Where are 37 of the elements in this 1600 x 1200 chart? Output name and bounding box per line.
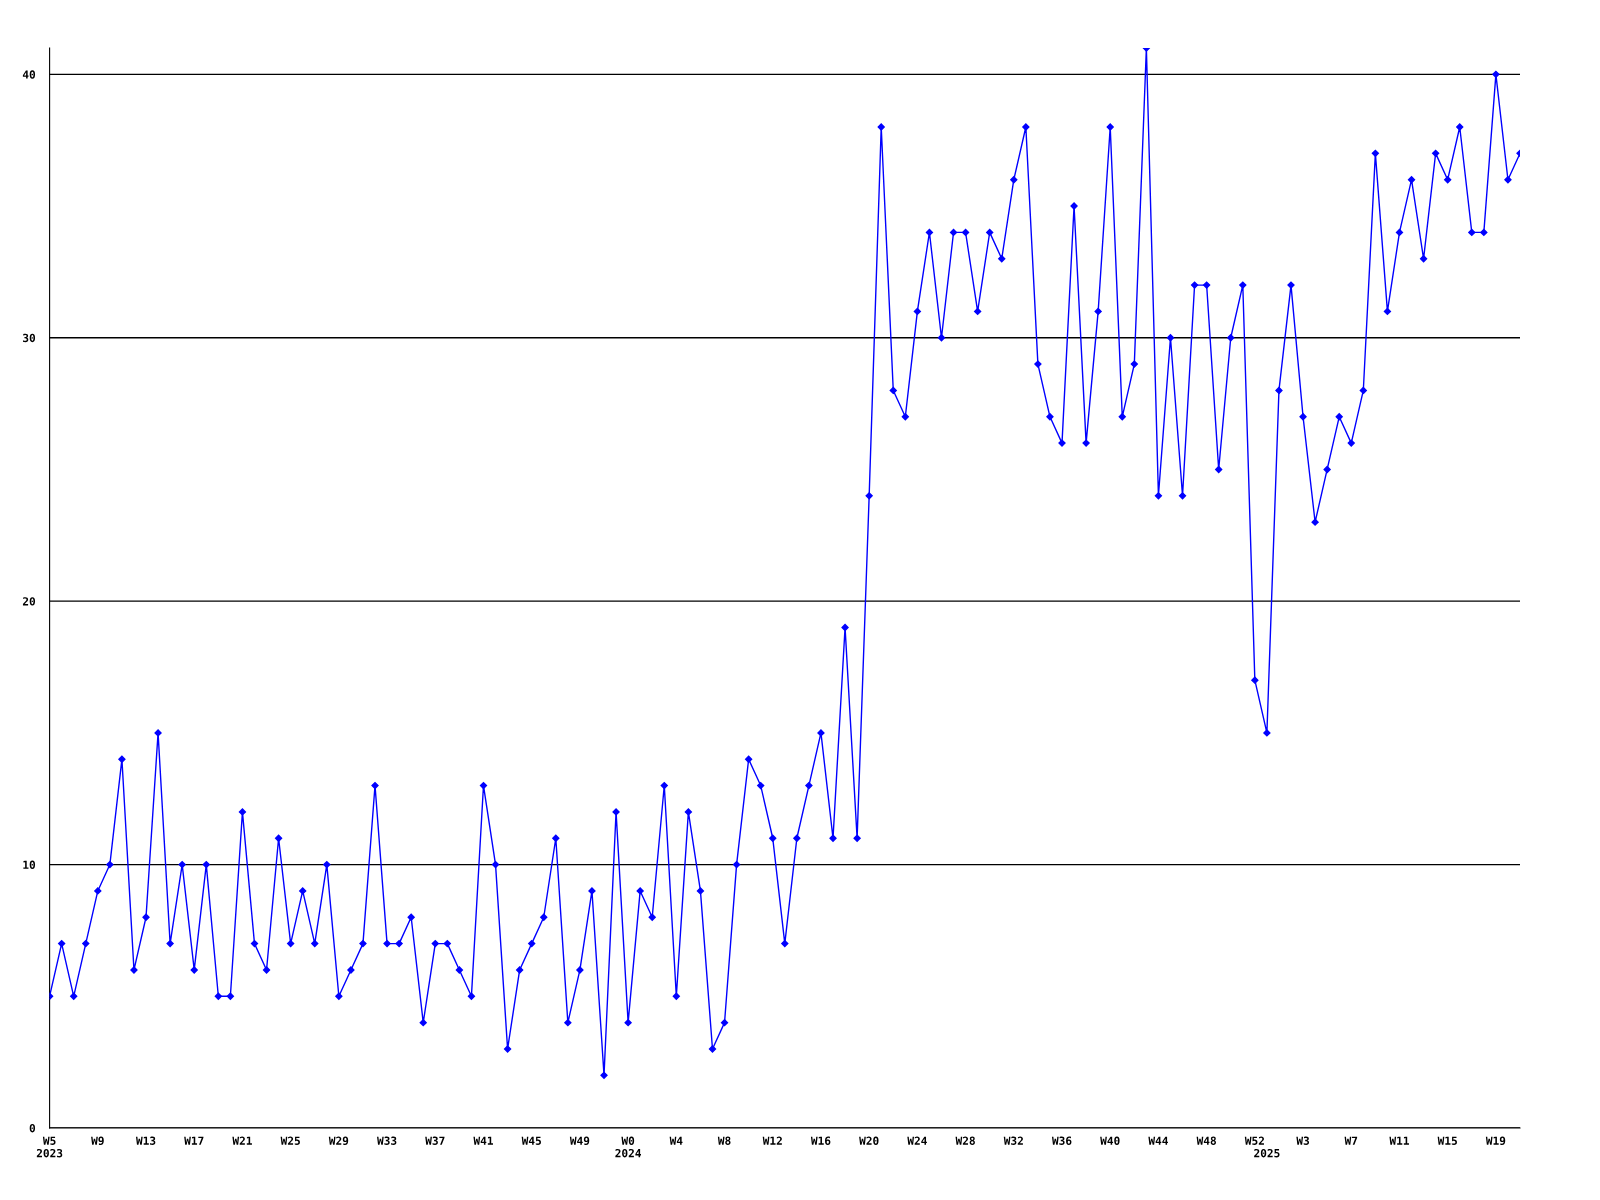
x-tick-label: W45 — [521, 1136, 541, 1145]
x-tick-label: 2025 — [1254, 1148, 1280, 1158]
x-tick-label: W5 2023 — [36, 1136, 63, 1158]
x-tick-label: W44 — [1148, 1136, 1168, 1145]
y-tick-label: 10 — [23, 860, 36, 869]
x-tick-label: W36 — [1051, 1136, 1072, 1145]
x-tick-label: W41 — [473, 1136, 493, 1145]
x-tick-label: W28 — [955, 1136, 975, 1145]
x-tick-label: W25 — [280, 1136, 300, 1145]
x-tick-label: W12 — [762, 1136, 782, 1145]
x-tick-label: W0 2024 — [615, 1136, 641, 1158]
x-tick-label: W24 — [907, 1136, 927, 1145]
x-tick-label: W13 — [135, 1136, 156, 1145]
x-tick-label: W16 — [810, 1136, 831, 1145]
x-tick-label: W29 — [328, 1136, 349, 1145]
y-tick-label: 40 — [22, 70, 36, 79]
x-tick-label: W9 — [91, 1136, 104, 1145]
x-tick-label: W21 — [232, 1136, 252, 1145]
x-tick-label: W32 — [1003, 1136, 1023, 1145]
y-tick-label: 0 — [29, 1123, 36, 1133]
x-tick-label: W11 — [1389, 1136, 1409, 1145]
x-tick-label: W48 — [1196, 1136, 1216, 1145]
x-tick-label: W52 — [1244, 1136, 1264, 1145]
x-tick-label: W33 — [377, 1136, 397, 1145]
x-tick-label: W40 — [1100, 1136, 1120, 1145]
x-tick-label: W3 — [1296, 1136, 1310, 1145]
x-tick-label: W7 — [1344, 1136, 1358, 1145]
x-tick-label: W8 — [717, 1136, 731, 1145]
x-tick-label: W17 — [184, 1136, 204, 1145]
x-tick-label: W15 — [1437, 1136, 1457, 1145]
y-tick-label: 20 — [22, 597, 36, 606]
x-tick-label: W37 — [425, 1136, 445, 1145]
y-tick-label: 30 — [23, 333, 36, 343]
x-tick-label: W20 — [859, 1136, 879, 1145]
x-tick-label: W4 — [669, 1136, 683, 1145]
x-tick-label: W19 — [1485, 1136, 1506, 1145]
x-tick-label: W49 — [569, 1136, 590, 1145]
